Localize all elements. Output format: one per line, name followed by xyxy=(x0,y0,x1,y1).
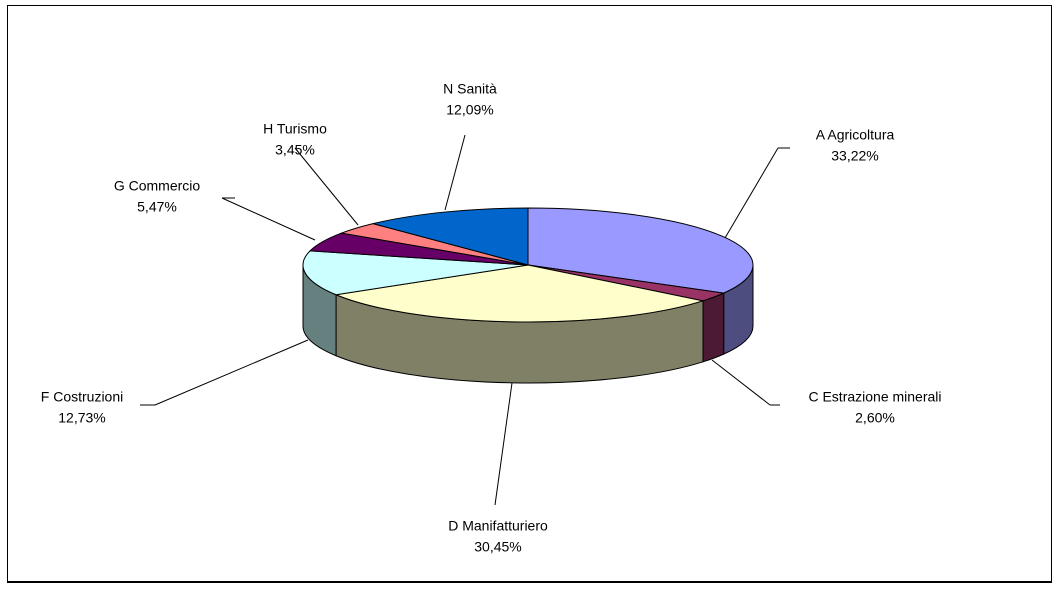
slice-side xyxy=(702,292,725,363)
value-label: 30,45% xyxy=(474,539,521,555)
slice-label: H Turismo xyxy=(263,121,327,137)
value-label: 12,73% xyxy=(58,410,105,426)
slice xyxy=(372,207,529,266)
leader-line xyxy=(221,197,316,241)
value-label: 2,60% xyxy=(855,410,895,426)
value-label: 5,47% xyxy=(137,199,177,215)
slice-label: N Sanità xyxy=(443,81,497,97)
leader-line xyxy=(294,147,359,226)
slice xyxy=(527,207,754,294)
leader-line xyxy=(154,339,309,406)
slice xyxy=(334,264,704,323)
leader-line xyxy=(724,147,779,239)
slice-label: C Estrazione minerali xyxy=(808,389,941,405)
slice-label: D Manifatturiero xyxy=(448,518,548,534)
leader-line xyxy=(444,134,466,211)
slice-label: A Agricoltura xyxy=(816,127,895,143)
slice-label: G Commercio xyxy=(114,178,201,194)
value-label: 3,45% xyxy=(275,142,315,158)
value-label: 12,09% xyxy=(446,102,493,118)
slice-label: F Costruzioni xyxy=(41,389,123,405)
leader-line xyxy=(494,382,513,506)
value-label: 33,22% xyxy=(831,148,878,164)
leader-line xyxy=(711,359,771,406)
